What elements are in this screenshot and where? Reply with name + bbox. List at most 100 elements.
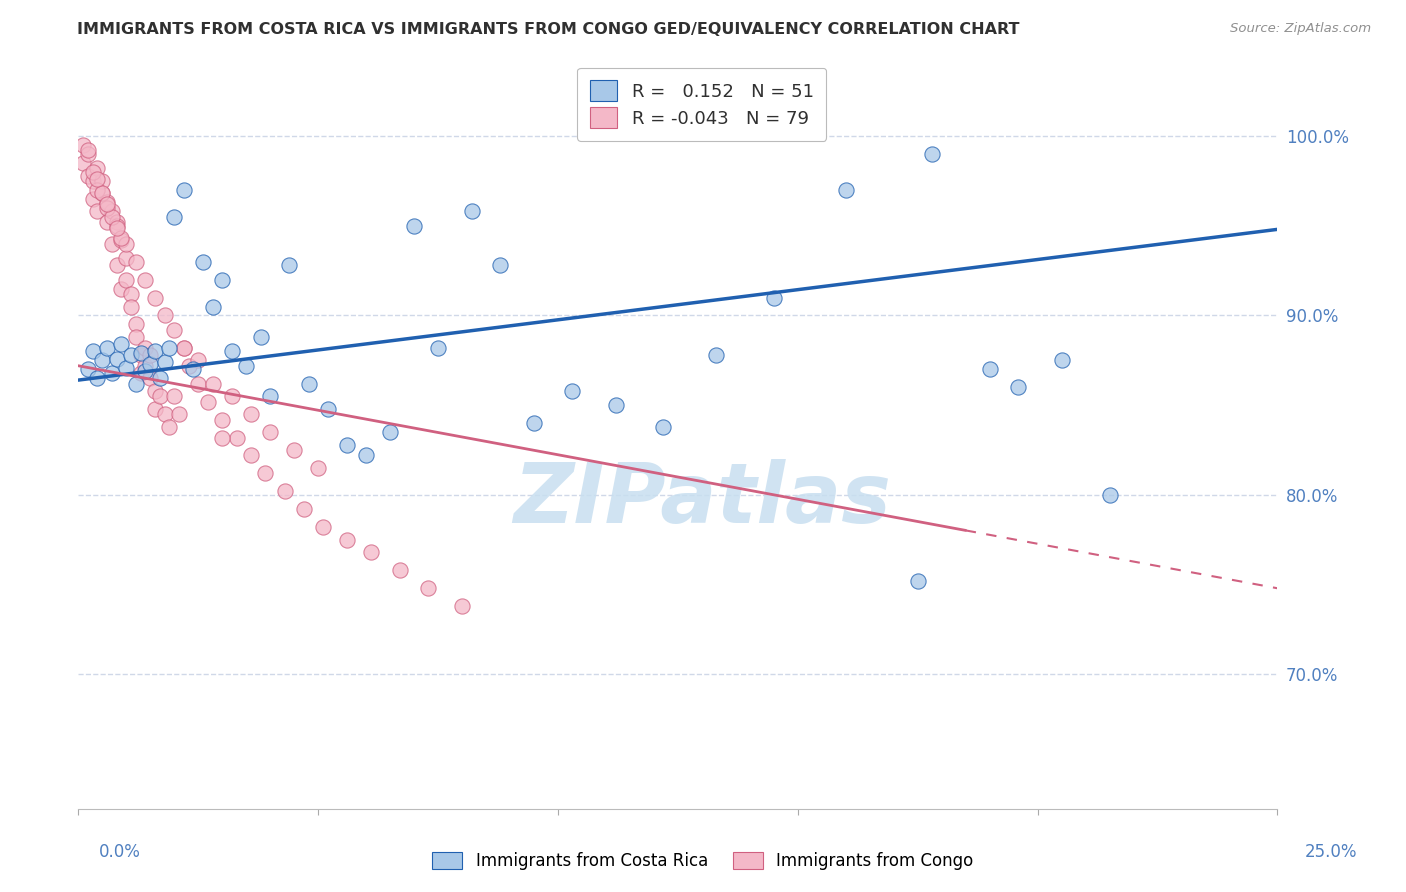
Point (283, 443, 305, 458)
Point (105, 220, 128, 235)
Point (427, 341, 450, 355)
Legend: Immigrants from Costa Rica, Immigrants from Congo: Immigrants from Costa Rica, Immigrants f… (426, 845, 980, 877)
Point (143, 384, 166, 398)
Point (316, 401, 339, 416)
Point (76, 144, 98, 158)
Point (101, 366, 124, 380)
Point (1007, 380, 1029, 394)
Point (143, 401, 166, 416)
Point (82, 165, 104, 179)
Point (115, 360, 138, 375)
Point (259, 389, 281, 403)
Point (704, 348, 727, 362)
Point (239, 407, 262, 421)
Point (183, 362, 205, 376)
Point (388, 563, 411, 577)
Point (115, 251, 138, 265)
Point (76, 362, 98, 376)
Point (139, 371, 162, 385)
Point (211, 412, 233, 426)
Point (129, 366, 152, 380)
Point (167, 407, 190, 421)
Point (187, 353, 209, 368)
Point (360, 545, 382, 559)
Point (82, 174, 104, 188)
Point (312, 520, 335, 534)
Point (134, 364, 156, 378)
Point (254, 467, 277, 481)
Point (225, 431, 247, 445)
Point (489, 258, 512, 272)
Point (157, 341, 180, 355)
Point (201, 376, 224, 391)
Point (120, 287, 142, 301)
Point (451, 599, 474, 614)
Point (96, 201, 118, 215)
Point (120, 300, 142, 314)
Point (561, 384, 583, 398)
Point (605, 398, 627, 412)
Point (907, 574, 929, 588)
Point (129, 348, 152, 362)
Text: ZIPatlas: ZIPatlas (513, 459, 891, 541)
Text: 25.0%: 25.0% (1305, 843, 1357, 861)
Point (134, 359, 156, 373)
Point (139, 357, 162, 371)
Point (82, 192, 104, 206)
Point (249, 330, 271, 344)
Point (105, 258, 128, 272)
Point (523, 416, 546, 430)
Point (110, 337, 132, 351)
Point (96, 195, 118, 210)
Point (273, 484, 295, 499)
Point (153, 407, 176, 421)
Point (110, 233, 132, 247)
Point (173, 341, 195, 355)
Point (652, 419, 675, 434)
Point (82, 344, 104, 359)
Point (72, 156, 94, 170)
Point (139, 348, 162, 362)
Point (354, 449, 377, 463)
Point (91, 186, 114, 201)
Point (129, 346, 152, 360)
Point (235, 359, 257, 373)
Point (211, 431, 233, 445)
Point (125, 318, 148, 332)
Point (762, 291, 785, 305)
Point (72, 138, 94, 153)
Point (378, 425, 401, 439)
Point (336, 533, 359, 547)
Point (76, 147, 98, 161)
Point (101, 236, 124, 251)
Point (110, 282, 132, 296)
Point (120, 348, 142, 362)
Point (125, 376, 148, 391)
Point (191, 254, 214, 268)
Point (86, 172, 108, 186)
Point (125, 330, 148, 344)
Point (86, 204, 108, 219)
Point (201, 300, 224, 314)
Point (149, 389, 172, 403)
Point (157, 419, 180, 434)
Point (91, 174, 114, 188)
Point (173, 341, 195, 355)
Point (153, 355, 176, 369)
Point (187, 376, 209, 391)
Point (402, 219, 425, 233)
Point (149, 371, 172, 385)
Point (105, 351, 128, 366)
Point (418, 581, 440, 595)
Point (177, 359, 200, 373)
Point (163, 210, 186, 224)
Point (336, 438, 359, 452)
Point (460, 204, 482, 219)
Point (979, 362, 1001, 376)
Point (197, 394, 219, 409)
Point (110, 231, 132, 245)
Point (173, 183, 195, 197)
Point (221, 344, 243, 359)
Point (96, 215, 118, 229)
Point (921, 147, 943, 161)
